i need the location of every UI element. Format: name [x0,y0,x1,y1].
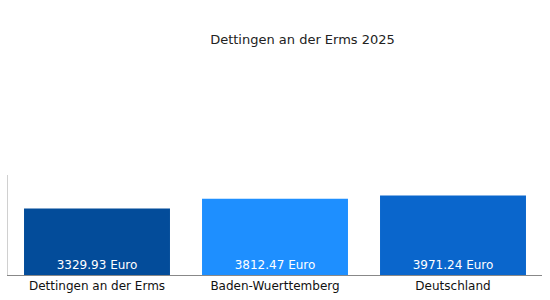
svg-text:Baden-Wuerttemberg: Baden-Wuerttemberg [210,279,339,293]
svg-text:3971.24 Euro: 3971.24 Euro [413,258,494,272]
svg-text:Dettingen an der Erms: Dettingen an der Erms [29,279,165,293]
svg-text:3329.93 Euro: 3329.93 Euro [57,258,138,272]
svg-text:Dettingen an der Erms 2025: Dettingen an der Erms 2025 [210,32,395,47]
svg-text:3812.47 Euro: 3812.47 Euro [235,258,316,272]
svg-text:Deutschland: Deutschland [415,279,490,293]
